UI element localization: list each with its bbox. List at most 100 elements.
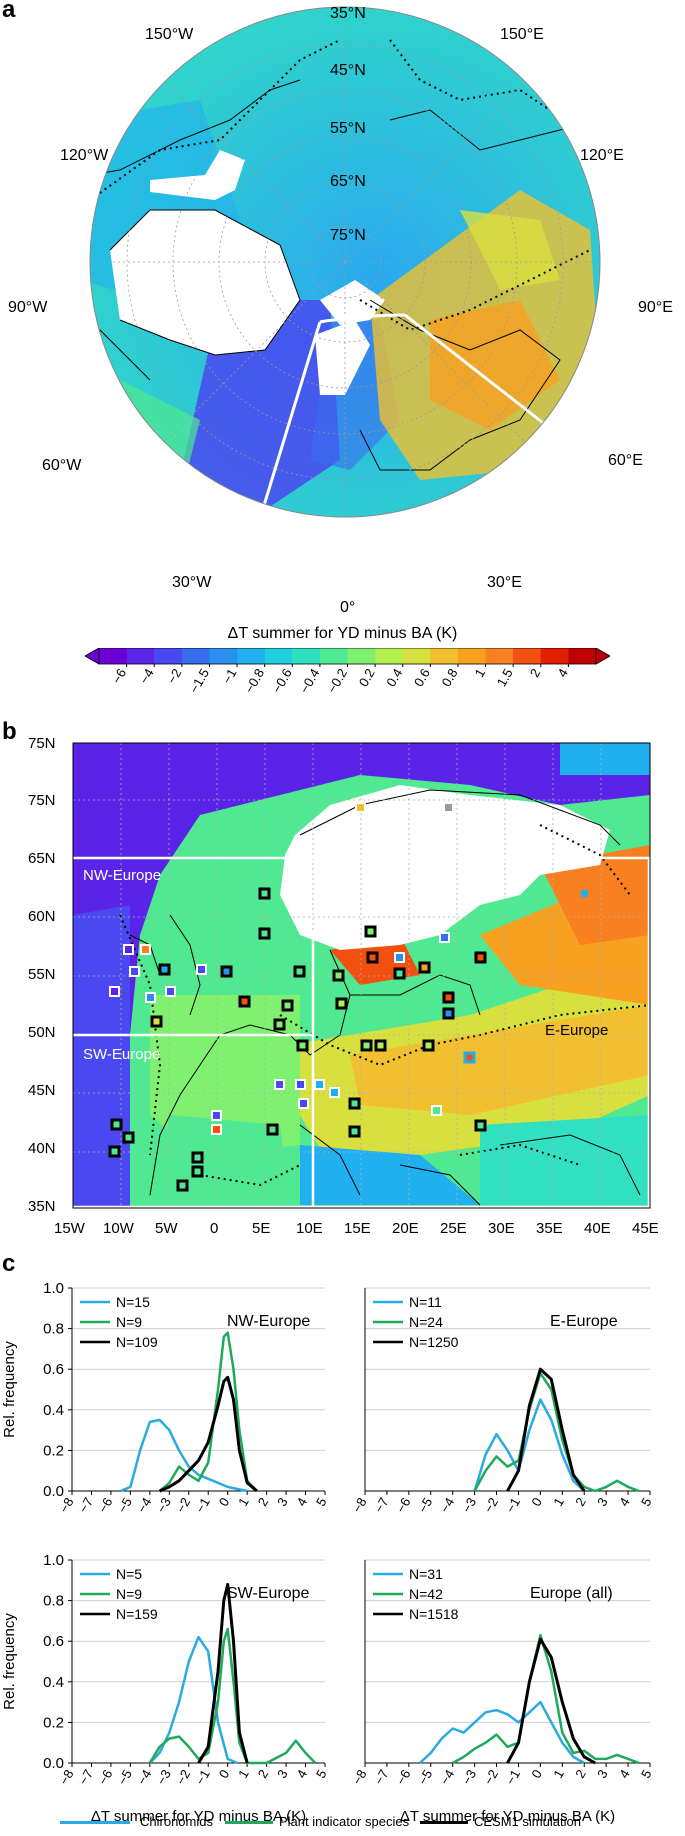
x-tick-label: −8 bbox=[349, 1767, 369, 1787]
series-line bbox=[120, 1418, 248, 1493]
colorbar-tick-label: 1.5 bbox=[494, 666, 516, 689]
x-tick-label: −4 bbox=[437, 1767, 457, 1787]
colorbar-tick-label: −0.6 bbox=[269, 666, 295, 696]
x-tick-label: −4 bbox=[134, 1495, 154, 1515]
label-120e: 120°E bbox=[580, 147, 624, 164]
label-30w: 30°W bbox=[172, 574, 212, 591]
inline-legend-label: N=42 bbox=[409, 1586, 443, 1602]
x-tick-label: −8 bbox=[349, 1495, 369, 1515]
x-tick-label: −7 bbox=[371, 1495, 391, 1515]
colorbar-tick-label: −4 bbox=[136, 666, 156, 686]
label-150e: 150°E bbox=[500, 26, 544, 43]
density-panel: −8 −7 −6 −5 −4 −3 −2 −1 0 1 2 3 4 5 E-Europe N=11 N=24 N=… bbox=[349, 1287, 655, 1515]
colorbar-swatch bbox=[181, 648, 210, 664]
panel-b-letter: b bbox=[2, 718, 17, 745]
lon-label: 40E bbox=[584, 1220, 611, 1237]
inline-legend-label: N=31 bbox=[409, 1566, 443, 1582]
x-tick-label: 4 bbox=[616, 1767, 633, 1781]
lat-label-35n: 35N bbox=[28, 1198, 56, 1215]
colorbar-swatch bbox=[430, 648, 459, 664]
ice-sheet-greenland bbox=[225, 255, 290, 350]
x-tick-label: −3 bbox=[459, 1767, 479, 1787]
colorbar-tick-label: −0.8 bbox=[241, 666, 267, 696]
x-tick-label: −3 bbox=[459, 1495, 479, 1515]
panel-a-letter: a bbox=[2, 0, 16, 23]
inline-legend-label: N=15 bbox=[116, 1294, 150, 1310]
legend-swatch-plants bbox=[225, 1821, 273, 1824]
x-tick-label: −6 bbox=[95, 1495, 115, 1515]
colorbar-tick-label: −0.4 bbox=[297, 666, 323, 696]
colorbar-tick-label: 2 bbox=[527, 666, 544, 680]
inline-legend-label: N=9 bbox=[116, 1314, 142, 1330]
y-tick-label: 0.6 bbox=[43, 1361, 64, 1378]
colorbar-tick-label: 0.2 bbox=[356, 666, 378, 689]
inline-legend-label: N=159 bbox=[116, 1606, 158, 1622]
x-tick-label: −6 bbox=[393, 1767, 413, 1787]
legend-swatch-chironomids bbox=[60, 1821, 130, 1824]
label-150w: 150°W bbox=[145, 26, 194, 43]
x-tick-label: −1 bbox=[503, 1495, 523, 1515]
colorbar-tick-label: −2 bbox=[164, 666, 184, 686]
lat-label-50n: 50N bbox=[28, 1024, 56, 1041]
proxy-sites bbox=[108, 802, 590, 1192]
y-tick-label: 0.0 bbox=[43, 1755, 64, 1772]
panel-title: NW-Europe bbox=[227, 1313, 310, 1330]
density-charts: 0.00.20.40.60.81.0−8 −7 −6 −5 −4 −3 −2 −1 0 1 2 3 4 5… bbox=[1, 1280, 655, 1825]
colorbar-swatch bbox=[319, 648, 348, 664]
colorbar-swatch bbox=[209, 648, 238, 664]
x-tick-label: 3 bbox=[274, 1767, 291, 1781]
panel-c-letter: c bbox=[2, 1250, 16, 1277]
x-axis-label: ΔT summer for YD minus BA (K) bbox=[400, 1808, 615, 1825]
x-tick-label: 4 bbox=[616, 1495, 633, 1509]
x-tick-label: 1 bbox=[550, 1767, 567, 1781]
series-line bbox=[452, 1633, 640, 1765]
lat-label-40n: 40N bbox=[28, 1140, 56, 1157]
x-tick-label: 0 bbox=[528, 1767, 545, 1781]
region-label-nw: NW-Europe bbox=[83, 867, 162, 884]
lon-label: 10W bbox=[103, 1220, 134, 1237]
inline-legend-label: N=109 bbox=[116, 1334, 158, 1350]
series-line bbox=[148, 1627, 317, 1765]
x-tick-label: −5 bbox=[415, 1495, 435, 1515]
colorbar-tick-label: 4 bbox=[554, 666, 571, 680]
series-line bbox=[158, 1331, 258, 1492]
x-tick-label: −8 bbox=[56, 1495, 76, 1515]
series-line bbox=[197, 1582, 249, 1764]
colorbar-swatch bbox=[264, 648, 293, 664]
ice-sheet-fennoscandian bbox=[315, 320, 370, 395]
colorbar-swatch bbox=[126, 648, 155, 664]
colorbar-high-arrow bbox=[595, 648, 610, 665]
x-tick-label: 0 bbox=[216, 1767, 233, 1781]
colorbar-swatch bbox=[540, 648, 569, 664]
label-75n: 75°N bbox=[330, 227, 366, 244]
label-65n: 65°N bbox=[330, 173, 366, 190]
y-tick-label: 0.2 bbox=[43, 1442, 64, 1459]
y-axis-label: Rel. frequency bbox=[1, 1341, 18, 1438]
x-tick-label: 5 bbox=[638, 1767, 655, 1781]
y-tick-label: 0.6 bbox=[43, 1633, 64, 1650]
x-tick-label: 5 bbox=[313, 1767, 330, 1781]
colorbar-tick-label: −1.5 bbox=[186, 666, 212, 696]
x-tick-label: 1 bbox=[235, 1495, 252, 1509]
colorbar-swatch bbox=[485, 648, 514, 664]
inline-legend-label: N=24 bbox=[409, 1314, 443, 1330]
label-45n: 45°N bbox=[330, 62, 366, 79]
colorbar-tick-label: −0.2 bbox=[324, 666, 350, 696]
x-tick-label: −2 bbox=[173, 1767, 193, 1787]
lon-label: 5E bbox=[252, 1220, 271, 1237]
x-tick-label: 3 bbox=[594, 1767, 611, 1781]
x-tick-label: −7 bbox=[76, 1495, 96, 1515]
lat-label-60n: 60N bbox=[28, 908, 56, 925]
label-55n: 55°N bbox=[330, 120, 366, 137]
colorbar-swatch bbox=[568, 648, 597, 664]
x-tick-label: 2 bbox=[255, 1495, 272, 1509]
panel-title: Europe (all) bbox=[530, 1585, 613, 1602]
legend-swatch-cesm bbox=[420, 1821, 468, 1824]
colorbar-swatch bbox=[99, 648, 128, 664]
x-axis-label: ΔT summer for YD minus BA (K) bbox=[91, 1808, 306, 1825]
lon-label: 30E bbox=[488, 1220, 515, 1237]
legend: Chironomids Plant indicator species CESM… bbox=[0, 1810, 685, 1836]
inline-legend-label: N=1250 bbox=[409, 1334, 459, 1350]
series-line bbox=[418, 1700, 585, 1765]
density-panel: −8 −7 −6 −5 −4 −3 −2 −1 0 1 2 3 4 5 ΔT summer for YD m… bbox=[349, 1559, 655, 1825]
